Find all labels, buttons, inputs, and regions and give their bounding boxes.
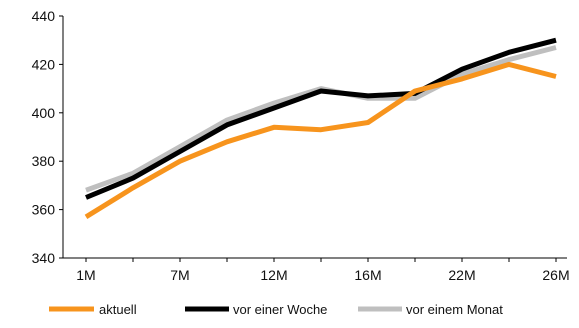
legend-label: aktuell — [99, 302, 137, 317]
y-tick-label: 400 — [32, 105, 56, 121]
y-tick-label: 440 — [32, 8, 56, 24]
x-tick-label: 16M — [354, 267, 381, 283]
series-line-vor-einem-monat — [85, 45, 557, 193]
x-tick-label: 22M — [448, 267, 475, 283]
y-tick-label: 360 — [32, 202, 56, 218]
legend-item: vor einer Woche — [185, 302, 327, 317]
legend-label: vor einer Woche — [233, 302, 327, 317]
x-tick-label: 7M — [170, 267, 189, 283]
y-tick-label: 380 — [32, 153, 56, 169]
x-tick-label: 26M — [542, 267, 569, 283]
y-tick-label: 420 — [32, 56, 56, 72]
legend-item: vor einem Monat — [358, 302, 503, 317]
series-line-aktuell — [84, 61, 557, 220]
legend: aktuell vor einer Woche vor einem Monat — [49, 302, 503, 317]
x-tick-label: 1M — [76, 267, 95, 283]
y-tick-label: 340 — [32, 250, 56, 266]
series-lines — [84, 37, 557, 220]
x-tick-label: 12M — [260, 267, 287, 283]
legend-item: aktuell — [49, 302, 137, 317]
axes: 340 360 380 400 420 440 1M 7M 12M 16M 22M 26M — [32, 8, 570, 283]
legend-label: vor einem Monat — [406, 302, 503, 317]
series-line-vor-einer-woche — [85, 37, 557, 200]
